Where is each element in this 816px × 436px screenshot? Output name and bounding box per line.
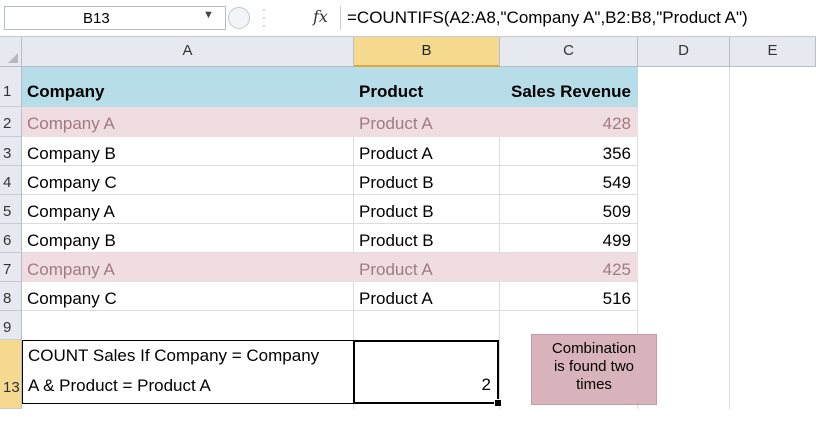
cell-revenue[interactable]: 516 xyxy=(500,282,638,311)
resize-handle-icon[interactable]: · · · xyxy=(262,2,266,32)
cell-product[interactable]: Product B xyxy=(354,224,500,253)
select-all-button[interactable] xyxy=(0,37,22,67)
cell-product[interactable]: Product A xyxy=(354,253,500,282)
count-label-line1: COUNT Sales If Company = Company xyxy=(28,346,320,365)
chevron-down-icon[interactable]: ▼ xyxy=(203,9,214,21)
row-header-1[interactable]: 1 xyxy=(0,67,22,107)
name-box[interactable]: B13 ▼ xyxy=(4,6,226,30)
cell-company[interactable]: Company C xyxy=(22,166,354,195)
cell-revenue[interactable]: 356 xyxy=(500,137,638,166)
header-product[interactable]: Product xyxy=(354,67,500,107)
cell-company[interactable]: Company B xyxy=(22,137,354,166)
count-label-cell[interactable]: COUNT Sales If Company = Company A & Pro… xyxy=(22,340,354,404)
cell-revenue[interactable]: 499 xyxy=(500,224,638,253)
fill-handle[interactable] xyxy=(494,399,502,407)
row-header-2[interactable]: 2 xyxy=(0,107,22,137)
cell-product[interactable]: Product A xyxy=(354,107,500,137)
cell-product[interactable]: Product A xyxy=(354,282,500,311)
column-header-b[interactable]: B xyxy=(354,37,500,67)
row-header-3[interactable]: 3 xyxy=(0,137,22,166)
callout-note: Combination is found two times xyxy=(531,334,657,405)
cell-revenue[interactable]: 549 xyxy=(500,166,638,195)
row-header-4[interactable]: 4 xyxy=(0,166,22,195)
callout-line3: times xyxy=(576,376,612,393)
column-header-d[interactable]: D xyxy=(638,37,730,67)
header-company[interactable]: Company xyxy=(22,67,354,107)
count-label-line2: A & Product = Product A xyxy=(28,376,211,395)
column-header-a[interactable]: A xyxy=(22,37,354,67)
column-header-c[interactable]: C xyxy=(500,37,638,67)
callout-line1: Combination xyxy=(551,340,637,357)
header-sales-revenue[interactable]: Sales Revenue xyxy=(500,67,638,107)
callout-line2: is found two xyxy=(553,358,635,375)
cell-company[interactable]: Company A xyxy=(22,253,354,282)
cell-product[interactable]: Product B xyxy=(354,195,500,224)
column-header-e[interactable]: E xyxy=(730,37,816,67)
result-cell-b13[interactable]: 2 xyxy=(353,340,499,404)
insert-function-button[interactable]: fx xyxy=(313,7,328,26)
cell-company[interactable]: Company A xyxy=(22,107,354,137)
cell-product[interactable]: Product B xyxy=(354,166,500,195)
cell-product[interactable]: Product A xyxy=(354,137,500,166)
row-header-7[interactable]: 7 xyxy=(0,253,22,282)
select-all-icon xyxy=(8,53,18,63)
row-header-8[interactable]: 8 xyxy=(0,282,22,311)
row-header-9[interactable]: 9 xyxy=(0,311,22,340)
cell-revenue[interactable]: 428 xyxy=(500,107,638,137)
cell-revenue[interactable]: 509 xyxy=(500,195,638,224)
row-header-6[interactable]: 6 xyxy=(0,224,22,253)
formula-input[interactable]: =COUNTIFS(A2:A8,"Company A",B2:B8,"Produ… xyxy=(340,6,816,30)
name-box-value: B13 xyxy=(83,10,110,27)
cell-revenue[interactable]: 425 xyxy=(500,253,638,282)
cell-company[interactable]: Company A xyxy=(22,195,354,224)
cell-company[interactable]: Company B xyxy=(22,224,354,253)
row-header-13[interactable]: 13 xyxy=(0,340,22,409)
cell-company[interactable]: Company C xyxy=(22,282,354,311)
row-header-5[interactable]: 5 xyxy=(0,195,22,224)
formula-bar: B13 ▼ · · · fx =COUNTIFS(A2:A8,"Company A"… xyxy=(0,0,816,37)
circle-icon xyxy=(228,7,250,29)
